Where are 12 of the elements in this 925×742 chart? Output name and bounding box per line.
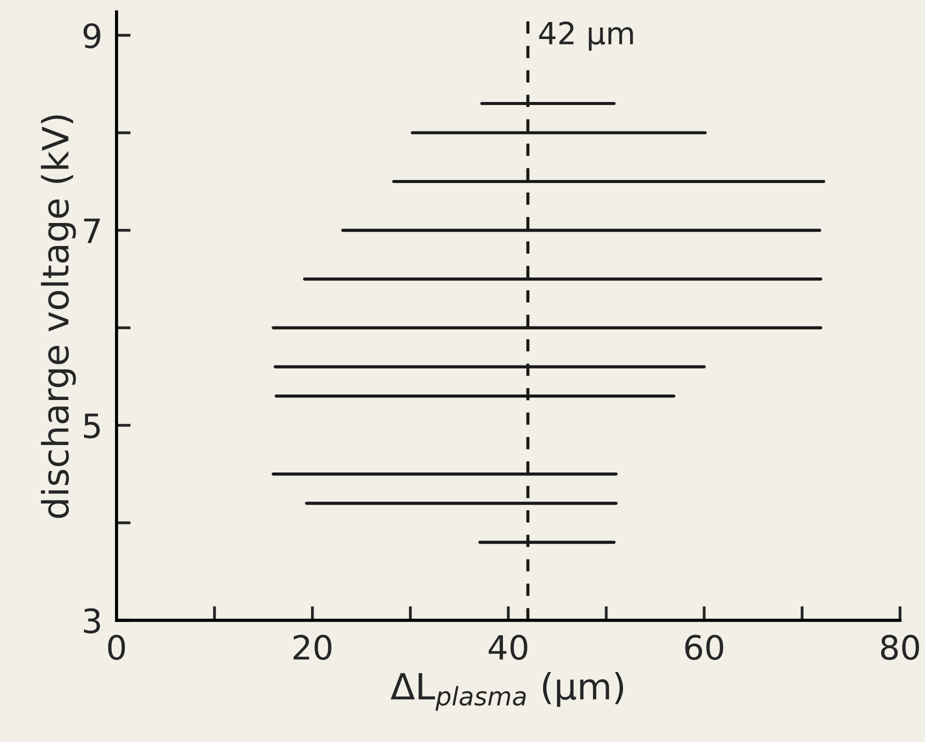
y-tick-label: 5	[84, 414, 100, 438]
x-tick-label: 0	[108, 634, 125, 660]
x-tick-label: 40	[488, 634, 528, 660]
x-tick-label: 80	[881, 634, 920, 660]
x-axis-title: ΔL$_{plasma}$ (μm)	[390, 672, 624, 711]
ref-line-label: 42 μm	[539, 22, 633, 51]
x-tick-label: 60	[685, 634, 724, 660]
y-tick-label: 7	[84, 218, 100, 243]
y-axis-title: discharge voltage (kV)	[40, 115, 76, 518]
y-tick-label: 9	[84, 23, 100, 48]
x-tick-label: 20	[294, 634, 332, 660]
y-tick-label: 3	[84, 608, 100, 634]
